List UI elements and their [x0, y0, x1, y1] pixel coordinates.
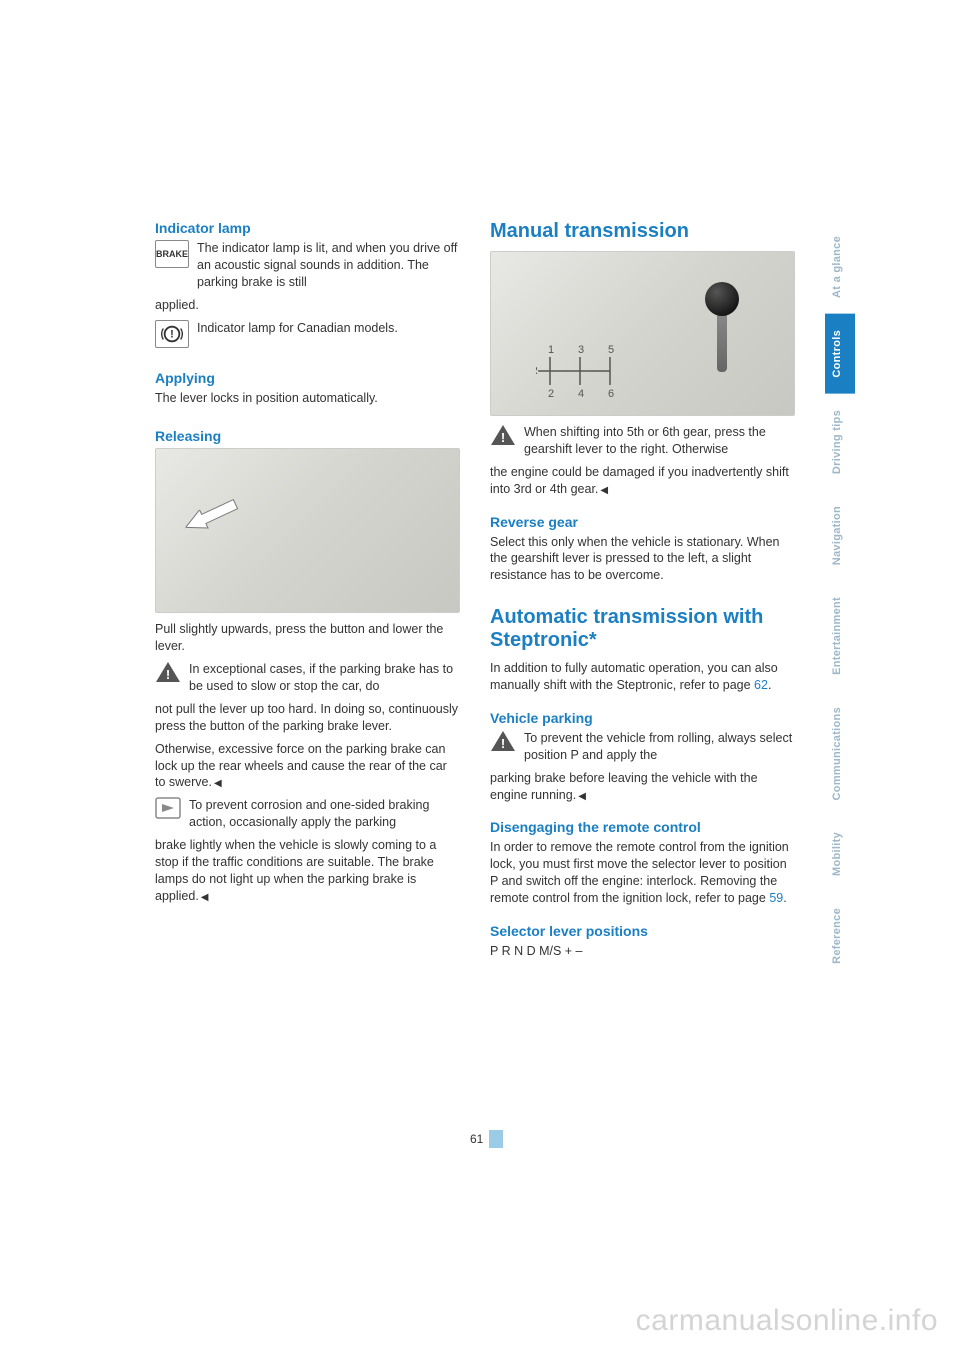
page-number: 61 [470, 1130, 503, 1148]
brake-icon-row: BRAKE The indicator lamp is lit, and whe… [155, 240, 460, 291]
releasing-text: Pull slightly upwards, press the button … [155, 621, 460, 655]
svg-text:!: ! [501, 736, 505, 751]
brake-canada-icon: ! [155, 320, 189, 348]
heading-automatic-transmission: Automatic transmission with Steptronic* [490, 606, 795, 652]
brake-icon: BRAKE [155, 240, 189, 268]
warn1-text: In exceptional cases, if the parking bra… [189, 661, 460, 695]
warning-icon: ! [490, 424, 516, 446]
tab-reference[interactable]: Reference [825, 892, 855, 980]
tab-navigation[interactable]: Navigation [825, 490, 855, 581]
heading-selector-lever: Selector lever positions [490, 923, 795, 939]
page-number-text: 61 [470, 1132, 483, 1146]
heading-indicator-lamp: Indicator lamp [155, 220, 460, 236]
side-tabs: At a glance Controls Driving tips Naviga… [825, 220, 855, 980]
auto-text-a: In addition to fully automatic operation… [490, 661, 778, 692]
svg-text:5: 5 [608, 344, 614, 356]
tip1-cont: brake lightly when the vehicle is slowly… [155, 837, 460, 905]
heading-manual-transmission: Manual transmission [490, 220, 795, 243]
svg-text:6: 6 [608, 388, 614, 400]
svg-text:!: ! [501, 430, 505, 445]
tab-entertainment[interactable]: Entertainment [825, 581, 855, 691]
brake-icon-label: BRAKE [156, 249, 188, 259]
canada-text: Indicator lamp for Canadian models. [197, 320, 460, 337]
auto-text: In addition to fully automatic operation… [490, 660, 795, 694]
parking-warn-text: To prevent the vehicle from rolling, alw… [524, 730, 795, 764]
indicator-lamp-applied: applied. [155, 297, 460, 314]
columns: Indicator lamp BRAKE The indicator lamp … [155, 220, 795, 966]
applying-text: The lever locks in position automaticall… [155, 390, 460, 407]
warn-row-1: ! In exceptional cases, if the parking b… [155, 661, 460, 695]
canada-icon-row: ! Indicator lamp for Canadian models. [155, 320, 460, 348]
gear-knob [705, 282, 739, 316]
figure-parking-brake-lever [155, 448, 460, 613]
parking-warn-cont: parking brake before leaving the vehicle… [490, 770, 795, 804]
tab-controls[interactable]: Controls [825, 314, 855, 394]
warning-icon: ! [155, 661, 181, 683]
disengage-text: In order to remove the remote control fr… [490, 839, 795, 907]
right-column: Manual transmission 1 3 5 R 2 4 [490, 220, 795, 966]
figure-gearshift: 1 3 5 R 2 4 6 [490, 251, 795, 416]
gear-pattern: 1 3 5 R 2 4 6 [536, 341, 656, 405]
manual-warn-row: ! When shifting into 5th or 6th gear, pr… [490, 424, 795, 458]
svg-text:1: 1 [548, 344, 554, 356]
svg-text:3: 3 [578, 344, 584, 356]
auto-text-b: . [768, 678, 771, 692]
heading-disengaging: Disengaging the remote control [490, 819, 795, 835]
reverse-text: Select this only when the vehicle is sta… [490, 534, 795, 585]
svg-text:!: ! [166, 667, 170, 682]
tab-mobility[interactable]: Mobility [825, 816, 855, 892]
svg-text:!: ! [170, 328, 174, 340]
tip-row-1: To prevent corrosion and one-sided braki… [155, 797, 460, 831]
gear-stick [717, 312, 727, 372]
watermark: carmanualsonline.info [636, 1304, 938, 1338]
svg-text:R: R [536, 365, 538, 377]
page-link-62[interactable]: 62 [754, 678, 768, 692]
manual-warn-text: When shifting into 5th or 6th gear, pres… [524, 424, 795, 458]
warn1-cont: not pull the lever up too hard. In doing… [155, 701, 460, 735]
warn1-end: Otherwise, excessive force on the parkin… [155, 741, 460, 792]
disengage-text-b: . [783, 891, 786, 905]
heading-vehicle-parking: Vehicle parking [490, 710, 795, 726]
left-column: Indicator lamp BRAKE The indicator lamp … [155, 220, 460, 966]
manual-warn-cont: the engine could be damaged if you inadv… [490, 464, 795, 498]
tip1-text: To prevent corrosion and one-sided braki… [189, 797, 460, 831]
svg-text:4: 4 [578, 388, 584, 400]
page-link-59[interactable]: 59 [769, 891, 783, 905]
arrow-icon [181, 493, 250, 550]
svg-text:2: 2 [548, 388, 554, 400]
tab-at-a-glance[interactable]: At a glance [825, 220, 855, 314]
heading-applying: Applying [155, 370, 460, 386]
heading-reverse-gear: Reverse gear [490, 514, 795, 530]
selector-text: P R N D M/S + – [490, 943, 795, 960]
tip-icon [155, 797, 181, 819]
tab-communications[interactable]: Communications [825, 691, 855, 816]
warning-icon: ! [490, 730, 516, 752]
page-number-block [489, 1130, 503, 1148]
parking-warn-row: ! To prevent the vehicle from rolling, a… [490, 730, 795, 764]
tab-driving-tips[interactable]: Driving tips [825, 394, 855, 490]
page-content: Indicator lamp BRAKE The indicator lamp … [155, 220, 795, 966]
disengage-text-a: In order to remove the remote control fr… [490, 840, 789, 905]
heading-releasing: Releasing [155, 428, 460, 444]
indicator-lamp-text: The indicator lamp is lit, and when you … [197, 240, 460, 291]
